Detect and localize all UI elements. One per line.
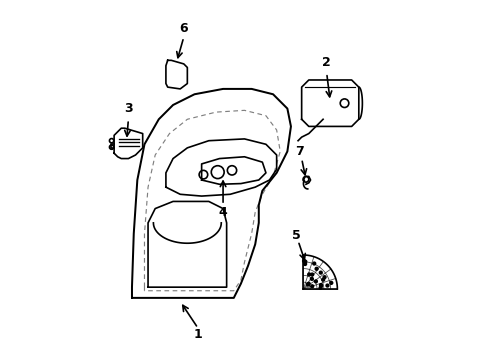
Circle shape [315, 267, 317, 270]
Circle shape [306, 283, 309, 286]
Circle shape [329, 282, 332, 284]
Text: 6: 6 [179, 22, 188, 35]
Circle shape [323, 276, 325, 279]
Text: 7: 7 [295, 145, 304, 158]
Circle shape [306, 282, 309, 285]
Circle shape [303, 260, 306, 263]
Circle shape [310, 285, 313, 288]
Text: 3: 3 [124, 102, 132, 115]
Text: 1: 1 [193, 328, 202, 341]
Circle shape [302, 260, 305, 262]
Circle shape [319, 284, 322, 287]
Text: 5: 5 [291, 229, 300, 242]
Circle shape [310, 273, 313, 276]
Circle shape [307, 273, 310, 276]
Circle shape [303, 262, 306, 265]
Circle shape [325, 284, 328, 287]
Circle shape [321, 278, 324, 281]
Text: 4: 4 [218, 206, 227, 219]
Circle shape [312, 262, 315, 265]
Circle shape [310, 278, 313, 280]
Text: 2: 2 [322, 55, 330, 69]
Circle shape [314, 280, 317, 283]
Circle shape [319, 287, 321, 289]
Circle shape [319, 284, 322, 287]
Circle shape [319, 271, 322, 274]
